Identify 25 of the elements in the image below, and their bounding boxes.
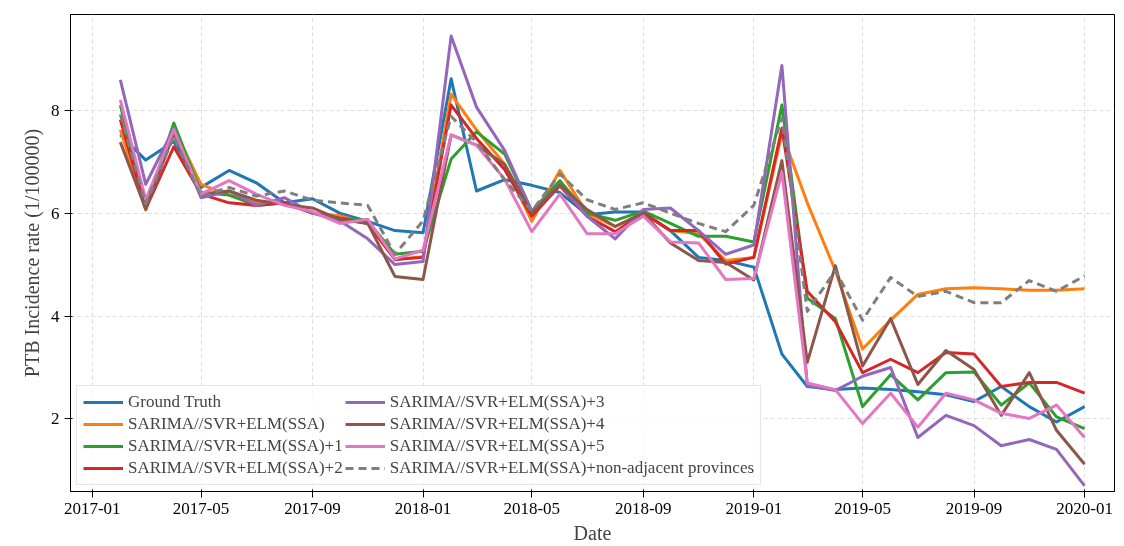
x-tick-label: 2017-05: [172, 498, 230, 518]
legend-label: SARIMA//SVR+ELM(SSA)+1: [128, 436, 343, 456]
x-tick-label: 2017-09: [284, 498, 341, 518]
legend-label: Ground Truth: [128, 392, 222, 412]
y-tick-label: 4: [51, 306, 60, 326]
line-series: [118, 112, 1087, 322]
legend-label: SARIMA//SVR+ELM(SSA): [128, 414, 325, 434]
y-tick-label: 2: [51, 409, 60, 429]
x-tick-label: 2018-05: [503, 498, 561, 518]
legend-label: SARIMA//SVR+ELM(SSA)+2: [128, 458, 343, 478]
y-tick-label: 6: [51, 203, 60, 223]
legend-label: SARIMA//SVR+ELM(SSA)+5: [389, 436, 605, 456]
y-tick-label: 8: [51, 100, 60, 120]
x-axis-title: Date: [573, 521, 612, 544]
x-tick-label: 2019-01: [725, 498, 783, 518]
x-tick-label: 2018-01: [394, 498, 452, 518]
legend-label: SARIMA//SVR+ELM(SSA)+3: [389, 392, 605, 412]
x-tick-label: 2018-09: [614, 498, 672, 518]
y-axis-title: PTB Incidence rate (1/100000): [21, 128, 44, 378]
x-tick-label: 2019-09: [945, 498, 1003, 518]
x-tick-label: 2019-05: [834, 498, 891, 518]
x-tick-label: 2020-01: [1056, 498, 1113, 518]
legend-label: SARIMA//SVR+ELM(SSA)+non-adjacent provinces: [389, 458, 755, 478]
x-tick-label: 2017-01: [63, 498, 121, 518]
legend-label: SARIMA//SVR+ELM(SSA)+4: [389, 414, 605, 434]
